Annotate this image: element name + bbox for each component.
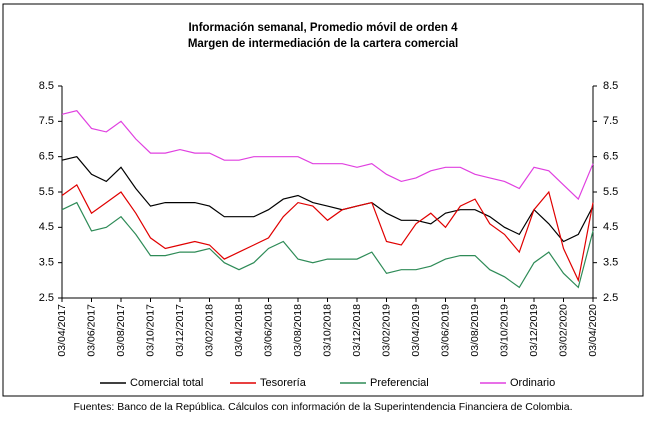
chart-subtitle: Margen de intermediación de la cartera c… <box>188 38 458 50</box>
x-tick-label: 03/04/2019 <box>410 304 422 357</box>
source-note: Fuentes: Banco de la República. Cálculos… <box>73 401 572 413</box>
series-line <box>61 184 594 283</box>
y2-tick-label: 5.5 <box>603 186 618 198</box>
y2-tick-label: 4.5 <box>603 221 618 233</box>
y2-tick-label: 8.5 <box>603 80 618 92</box>
series-line <box>61 201 594 289</box>
x-tick-label: 03/04/2018 <box>233 304 245 357</box>
y-tick-label: 7.5 <box>39 115 54 127</box>
x-tick-label: 03/04/2020 <box>587 304 599 357</box>
x-tick-label: 03/12/2017 <box>174 304 186 357</box>
x-tick-label: 03/08/2018 <box>292 304 304 357</box>
y2-tick-label: 2.5 <box>603 292 618 304</box>
y-tick-label: 3.5 <box>39 257 54 269</box>
legend-label: Ordinario <box>510 377 555 389</box>
legend-label: Comercial total <box>130 377 203 389</box>
x-tick-label: 03/06/2018 <box>262 304 274 357</box>
y2-tick-label: 6.5 <box>603 151 618 163</box>
series-line <box>61 110 594 201</box>
x-tick-label: 03/10/2018 <box>321 304 333 357</box>
y2-tick-label: 3.5 <box>603 257 618 269</box>
series-line <box>61 156 594 243</box>
legend-label: Preferencial <box>370 377 429 389</box>
y-tick-label: 5.5 <box>39 186 54 198</box>
y-tick-label: 6.5 <box>39 151 54 163</box>
x-tick-label: 03/10/2017 <box>144 304 156 357</box>
x-tick-label: 03/12/2019 <box>528 304 540 357</box>
chart-title: Información semanal, Promedio móvil de o… <box>188 22 458 34</box>
legend-label: Tesorería <box>260 377 307 389</box>
x-tick-label: 03/02/2020 <box>557 304 569 357</box>
x-tick-label: 03/12/2018 <box>351 304 363 357</box>
x-tick-label: 03/06/2017 <box>85 304 97 357</box>
x-tick-label: 03/06/2019 <box>439 304 451 357</box>
x-tick-label: 03/02/2019 <box>380 304 392 357</box>
y-tick-label: 4.5 <box>39 221 54 233</box>
x-tick-label: 03/04/2017 <box>56 304 68 357</box>
frame <box>2 3 644 397</box>
x-tick-label: 03/08/2017 <box>115 304 127 357</box>
x-tick-label: 03/02/2018 <box>203 304 215 357</box>
y2-tick-label: 7.5 <box>603 115 618 127</box>
x-tick-label: 03/08/2019 <box>469 304 481 357</box>
x-tick-label: 03/10/2019 <box>498 304 510 357</box>
y-tick-label: 8.5 <box>39 80 54 92</box>
y-tick-label: 2.5 <box>39 292 54 304</box>
